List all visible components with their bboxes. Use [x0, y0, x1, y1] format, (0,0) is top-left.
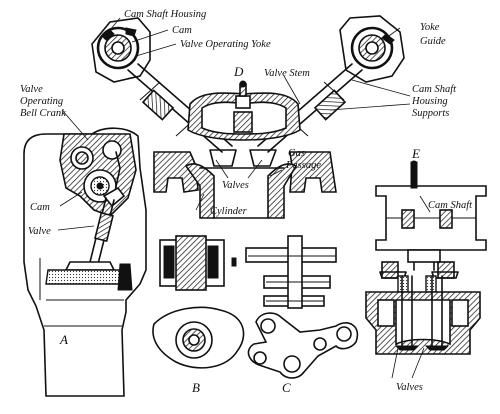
label-gas-passage-2: Passage [285, 160, 321, 171]
label-cam-top: Cam [172, 25, 192, 36]
figure-b [152, 306, 245, 369]
label-guide: Guide [420, 36, 446, 47]
label-bell-crank-2: Operating [20, 96, 63, 107]
label-d: D [233, 64, 244, 79]
label-cam-shaft-e: Cam Shaft [428, 200, 473, 211]
label-e: E [411, 146, 420, 161]
figure-e [365, 160, 487, 355]
label-valves-right: Valves [396, 382, 423, 393]
label-cam-left: Cam [30, 202, 50, 213]
label-cam-shaft-housing-supports-1: Cam Shaft [412, 84, 457, 95]
bell-crank-mechanism [59, 133, 137, 217]
text-labels: Cam Shaft Housing Cam Valve Operating Yo… [20, 9, 473, 395]
label-valve-stem: Valve Stem [264, 68, 310, 79]
label-cam-shaft-housing-supports-3: Supports [412, 108, 449, 119]
label-bell-crank-3: Bell Crank [20, 108, 66, 119]
label-a: A [59, 332, 68, 347]
right-cam-housing [339, 15, 405, 83]
valve-a [45, 197, 133, 291]
cam-shaft-part [245, 235, 337, 309]
figure-d [91, 15, 405, 219]
cylinder-head-e [365, 275, 481, 355]
label-valve-left: Valve [28, 226, 51, 237]
label-cam-shaft-housing-supports-2: Housing [411, 96, 448, 107]
label-yoke: Yoke [420, 22, 440, 33]
label-cam-shaft-housing: Cam Shaft Housing [124, 9, 206, 20]
figure-c [247, 312, 359, 379]
label-valves-center: Valves [222, 180, 249, 191]
cylinder-block [153, 149, 337, 219]
label-c: C [282, 380, 291, 395]
leader-lines [57, 17, 431, 379]
figure-a [23, 127, 147, 397]
cylinder-head [187, 80, 301, 141]
valve-springs-e [379, 261, 459, 293]
label-valve-operating-yoke: Valve Operating Yoke [180, 39, 271, 50]
label-gas-passage-1: Gas [288, 148, 305, 159]
cam-shaft-housing-e [375, 160, 487, 271]
label-cylinder: Cylinder [210, 206, 248, 217]
label-bell-crank-1: Valve [20, 84, 43, 95]
label-b: B [192, 380, 200, 395]
cam-spool-part [159, 235, 237, 291]
left-cam-housing [91, 17, 151, 83]
